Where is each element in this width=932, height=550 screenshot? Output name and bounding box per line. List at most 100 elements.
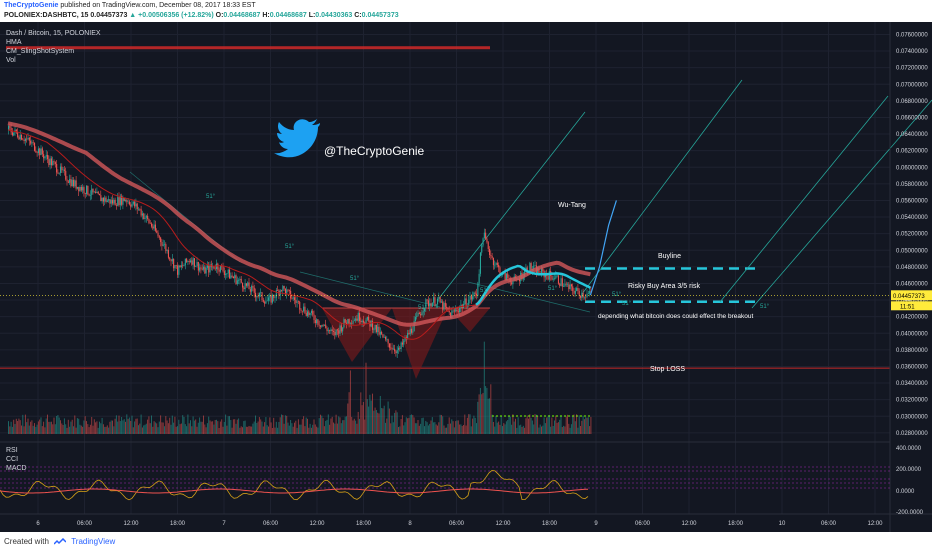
volume-bar bbox=[361, 405, 363, 434]
candle-body bbox=[504, 271, 506, 281]
candle-body bbox=[373, 329, 375, 331]
volume-bar bbox=[343, 420, 345, 434]
price-tick-label: 0.05800000 bbox=[896, 182, 928, 188]
volume-bar bbox=[366, 399, 368, 434]
osc-rsi-label[interactable]: RSI bbox=[6, 447, 18, 454]
price-tick-label: 0.05200000 bbox=[896, 232, 928, 238]
volume-bar bbox=[396, 412, 398, 434]
price-tick-label: 0.04400000 bbox=[896, 298, 928, 304]
legend-hma[interactable]: HMA bbox=[6, 39, 22, 46]
chart-area[interactable]: 0.07600000 0.07400000 0.07200000 0.07000000… bbox=[0, 22, 932, 532]
volume-bar bbox=[249, 426, 251, 434]
volume-bar bbox=[238, 418, 240, 434]
volume-bar bbox=[401, 415, 403, 434]
candle-body bbox=[128, 201, 130, 205]
candle-body bbox=[70, 179, 72, 187]
volume-bar bbox=[557, 422, 559, 434]
volume-bar bbox=[86, 421, 87, 434]
volume-bar bbox=[114, 418, 116, 434]
tradingview-link[interactable]: TradingView bbox=[71, 537, 116, 546]
candle-body bbox=[177, 265, 179, 275]
volume-bar bbox=[444, 427, 446, 434]
volume-bar bbox=[326, 419, 328, 434]
candle-body bbox=[53, 161, 55, 163]
volume-bar bbox=[486, 387, 488, 434]
candle-body bbox=[113, 199, 115, 204]
volume-bar bbox=[252, 423, 254, 434]
volume-bar bbox=[219, 421, 221, 434]
legend-slingshot[interactable]: CM_SlingShotSystem bbox=[6, 48, 74, 55]
candle-body bbox=[529, 263, 531, 272]
candle-body bbox=[431, 302, 433, 307]
buyline-label: Buyline bbox=[658, 253, 681, 260]
volume-bar bbox=[461, 426, 463, 434]
candle-body bbox=[487, 242, 489, 249]
volume-bar bbox=[529, 414, 531, 434]
volume-bar bbox=[157, 427, 159, 434]
volume-bar bbox=[400, 419, 402, 434]
volume-bar bbox=[539, 424, 541, 434]
osc-cci-label[interactable]: CCI bbox=[6, 456, 18, 463]
candle-body bbox=[66, 179, 68, 182]
candle-body bbox=[508, 277, 510, 279]
volume-bar bbox=[153, 421, 155, 434]
volume-bar bbox=[457, 420, 459, 434]
time-axis[interactable]: 6 06:00 12:00 18:00 7 06:00 12:00 18:00 8 06:00 12… bbox=[0, 513, 932, 527]
volume-bar bbox=[442, 416, 444, 434]
candle-body bbox=[174, 265, 176, 269]
candle-body bbox=[511, 282, 513, 285]
candle-body bbox=[205, 267, 207, 274]
candle-body bbox=[547, 275, 549, 280]
candle-body bbox=[355, 318, 357, 321]
candle-body bbox=[234, 275, 236, 279]
candle-body bbox=[161, 242, 163, 246]
volume-bar bbox=[520, 424, 522, 434]
osc-macd-label[interactable]: MACD bbox=[6, 465, 27, 472]
candle-body bbox=[296, 301, 298, 303]
publisher-link[interactable]: TheCryptoGenie bbox=[4, 2, 59, 9]
candle-body bbox=[271, 294, 273, 303]
candle-body bbox=[370, 321, 372, 327]
candle-body bbox=[9, 125, 11, 128]
candle-body bbox=[430, 303, 432, 307]
time-tick-label: 12:00 bbox=[123, 521, 139, 527]
time-tick-label: 12:00 bbox=[309, 521, 325, 527]
price-tick-label: 0.04000000 bbox=[896, 331, 928, 337]
candle-body bbox=[200, 267, 202, 269]
volume-bar bbox=[374, 407, 376, 434]
candle-body bbox=[297, 301, 299, 303]
legend-vol[interactable]: Vol bbox=[6, 57, 16, 64]
volume-bar bbox=[508, 416, 510, 434]
candle-body bbox=[464, 298, 466, 305]
candle-body bbox=[92, 188, 94, 193]
candle-body bbox=[256, 296, 258, 298]
candle-body bbox=[78, 186, 80, 192]
candle-body bbox=[8, 125, 10, 130]
volume-bar bbox=[340, 423, 342, 434]
volume-bar bbox=[392, 422, 394, 434]
candle-body bbox=[333, 331, 335, 332]
volume-bar bbox=[517, 417, 519, 434]
candle-body bbox=[18, 137, 20, 140]
candle-body bbox=[131, 203, 133, 207]
candle-body bbox=[127, 201, 129, 203]
candle-body bbox=[147, 215, 149, 219]
low-key: L: bbox=[308, 12, 316, 19]
volume-bar bbox=[135, 418, 137, 434]
volume-bar bbox=[496, 422, 498, 434]
volume-bar bbox=[431, 417, 433, 434]
volume-bar bbox=[171, 415, 173, 434]
volume-bar bbox=[308, 427, 310, 434]
volume-bar bbox=[586, 417, 588, 434]
volume-bar bbox=[290, 419, 292, 434]
candle-body bbox=[404, 337, 406, 341]
volume-bar bbox=[265, 417, 267, 434]
candle-body bbox=[576, 288, 578, 291]
volume-bar bbox=[130, 420, 132, 434]
channel-line bbox=[751, 99, 932, 309]
volume-bar bbox=[364, 419, 366, 434]
candle-body bbox=[93, 191, 95, 193]
price-axis[interactable]: 0.07600000 0.07400000 0.07200000 0.07000000… bbox=[0, 22, 932, 532]
candle-body bbox=[383, 337, 385, 338]
price-tick-label: 0.04800000 bbox=[896, 265, 928, 271]
